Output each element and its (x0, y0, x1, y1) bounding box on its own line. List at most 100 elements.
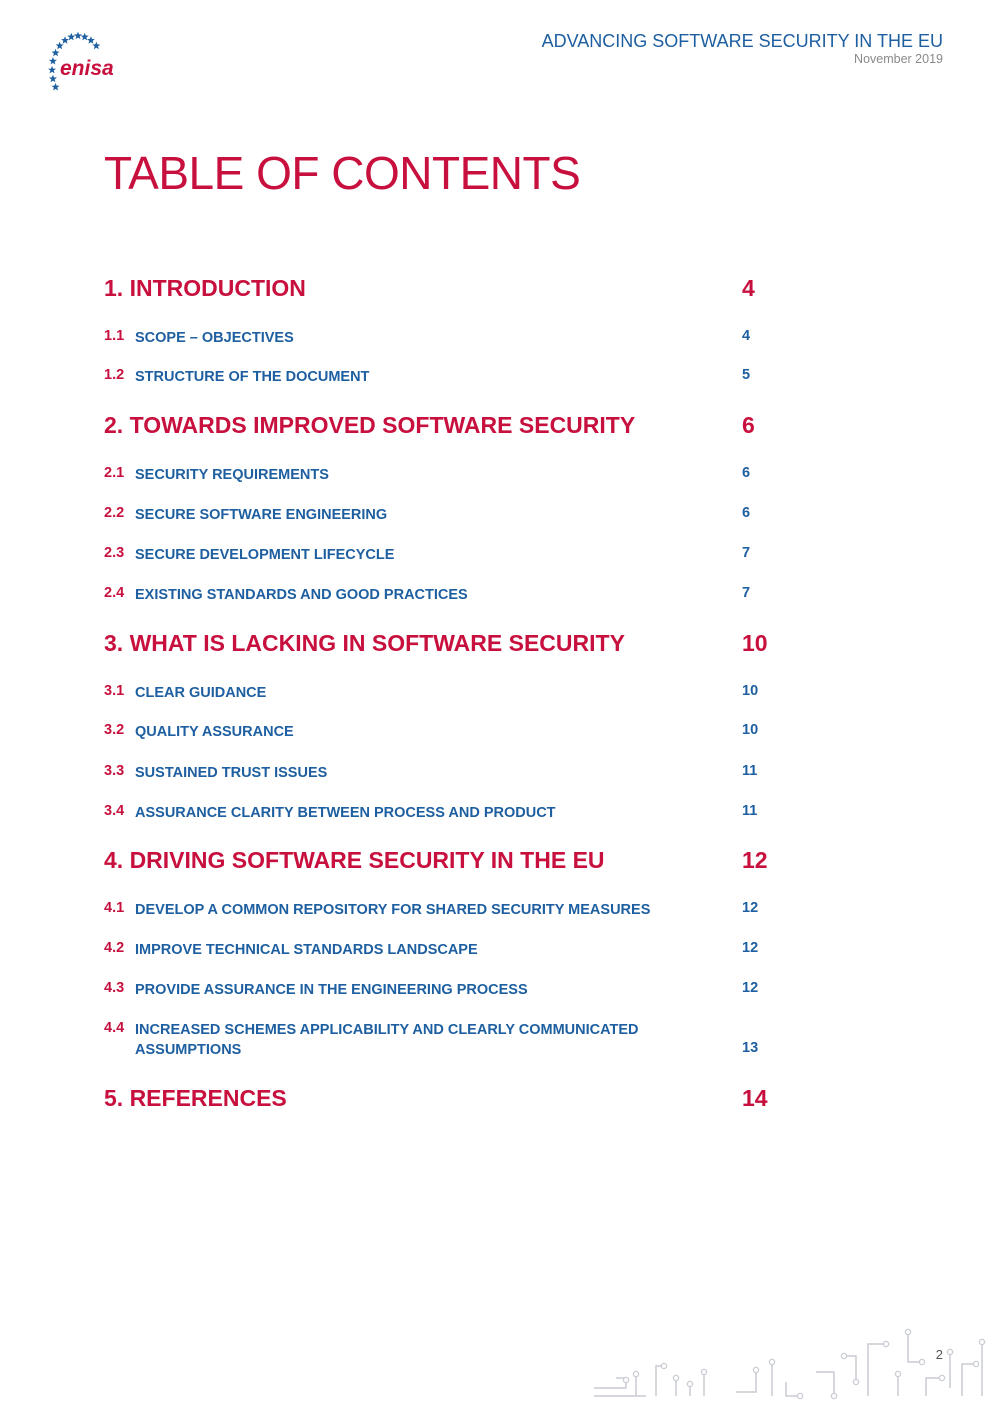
document-date: November 2019 (854, 52, 943, 66)
toc-section-page: 10 (742, 683, 759, 699)
toc-section-title: INCREASED SCHEMES APPLICABILITY AND CLEA… (135, 1022, 639, 1058)
toc-section-title: CLEAR GUIDANCE (135, 685, 267, 701)
star-icon (80, 32, 89, 41)
eu-stars-icon (48, 31, 101, 91)
toc-section-title: SECURE DEVELOPMENT LIFECYCLE (135, 547, 395, 563)
toc-section-page: 6 (742, 465, 751, 481)
toc-chapter-title: 4. DRIVING SOFTWARE SECURITY IN THE EU (104, 847, 605, 873)
toc-section-number: 2.2 (104, 505, 125, 521)
toc-section-title: SUSTAINED TRUST ISSUES (135, 765, 328, 781)
star-icon (55, 41, 64, 50)
toc-section-number: 4.1 (104, 900, 125, 916)
star-icon (51, 82, 60, 91)
circuit-node (830, 1392, 838, 1400)
toc-section-number: 3.2 (104, 722, 125, 738)
document-title: ADVANCING SOFTWARE SECURITY IN THE EU (541, 31, 943, 51)
toc-chapter-page: 14 (742, 1085, 768, 1111)
toc-section-page: 11 (742, 803, 758, 819)
toc-section-title: PROVIDE ASSURANCE IN THE ENGINEERING PRO… (135, 982, 528, 998)
circuit-node (918, 1358, 926, 1366)
toc-section-title: SECURE SOFTWARE ENGINEERING (135, 507, 388, 523)
toc-section-number: 2.4 (104, 585, 125, 601)
toc-section-title: SECURITY REQUIREMENTS (135, 467, 329, 483)
toc-section-page: 7 (742, 585, 751, 601)
circuit-node (972, 1360, 980, 1368)
star-icon (67, 32, 76, 41)
circuit-node (622, 1376, 630, 1384)
toc-section-page: 11 (742, 763, 758, 779)
star-icon (48, 74, 57, 83)
toc-section-number: 3.4 (104, 803, 125, 819)
toc-chapter-title: 5. REFERENCES (104, 1085, 287, 1111)
toc-section-number: 3.3 (104, 763, 125, 779)
toc-chapter-page: 4 (742, 275, 755, 301)
star-icon (51, 48, 60, 57)
toc-section-page: 13 (742, 1040, 759, 1056)
circuit-trace (925, 1377, 942, 1396)
toc-section-number: 4.4 (104, 1020, 125, 1036)
toc-section-number: 1.1 (104, 328, 125, 344)
toc-section-page: 10 (742, 722, 759, 738)
page-number: 2 (935, 1347, 943, 1362)
circuit-trace (736, 1370, 757, 1393)
toc-section-title: QUALITY ASSURANCE (135, 724, 294, 740)
logo-text: enisa (60, 57, 114, 80)
toc-section-number: 4.3 (104, 980, 125, 996)
toc-section-page: 4 (742, 328, 751, 344)
toc-chapter-page: 6 (742, 412, 755, 438)
circuit-pattern-icon (594, 1328, 986, 1400)
enisa-logo (28, 26, 128, 114)
toc-section-title: STRUCTURE OF THE DOCUMENT (135, 369, 370, 385)
star-icon (48, 56, 57, 65)
toc-chapter-page: 12 (742, 847, 768, 873)
circuit-node (852, 1378, 860, 1386)
star-icon (86, 36, 95, 44)
circuit-trace (961, 1363, 976, 1396)
circuit-node (882, 1340, 890, 1348)
toc-section-number: 2.1 (104, 465, 125, 481)
circuit-trace (867, 1343, 886, 1396)
circuit-trace (907, 1332, 922, 1363)
toc-section-page: 6 (742, 505, 751, 521)
circuit-node (632, 1370, 640, 1378)
toc-section-title: ASSURANCE CLARITY BETWEEN PROCESS AND PR… (135, 805, 556, 821)
toc-chapter-title: 2. TOWARDS IMPROVED SOFTWARE SECURITY (104, 412, 636, 438)
circuit-node (700, 1368, 708, 1376)
circuit-node (660, 1362, 668, 1370)
toc-section-number: 4.2 (104, 940, 125, 956)
toc-section-title: DEVELOP A COMMON REPOSITORY FOR SHARED S… (135, 902, 651, 918)
toc-section-page: 5 (742, 367, 751, 383)
star-icon (92, 41, 101, 50)
circuit-trace (844, 1355, 857, 1382)
toc-chapter-title: 1. INTRODUCTION (104, 275, 306, 301)
circuit-node (904, 1328, 912, 1336)
circuit-trace (655, 1365, 664, 1396)
toc-chapter-title: 3. WHAT IS LACKING IN SOFTWARE SECURITY (104, 630, 625, 656)
star-icon (61, 36, 70, 44)
circuit-node (686, 1380, 694, 1388)
circuit-trace (816, 1371, 835, 1396)
toc-section-title: EXISTING STANDARDS AND GOOD PRACTICES (135, 587, 468, 603)
circuit-trace (785, 1382, 800, 1397)
circuit-node (946, 1348, 954, 1356)
toc-heading: TABLE OF CONTENTS (104, 147, 581, 199)
circuit-trace (594, 1380, 627, 1389)
toc-section-page: 12 (742, 980, 759, 996)
toc-section-page: 12 (742, 900, 759, 916)
toc-section-page: 12 (742, 940, 759, 956)
circuit-node (672, 1374, 680, 1382)
toc-section-number: 2.3 (104, 545, 125, 561)
toc-section-number: 1.2 (104, 367, 125, 383)
circuit-node (894, 1370, 902, 1378)
circuit-node (768, 1358, 776, 1366)
circuit-node (796, 1392, 804, 1400)
toc-section-title: IMPROVE TECHNICAL STANDARDS LANDSCAPE (135, 942, 478, 958)
toc-section-number: 3.1 (104, 683, 125, 699)
toc-section-title: SCOPE – OBJECTIVES (135, 330, 294, 346)
circuit-node (752, 1366, 760, 1374)
circuit-node (840, 1352, 848, 1360)
circuit-node (978, 1338, 986, 1346)
toc-section-page: 7 (742, 545, 751, 561)
toc-chapter-page: 10 (742, 630, 768, 656)
star-icon (48, 65, 57, 74)
